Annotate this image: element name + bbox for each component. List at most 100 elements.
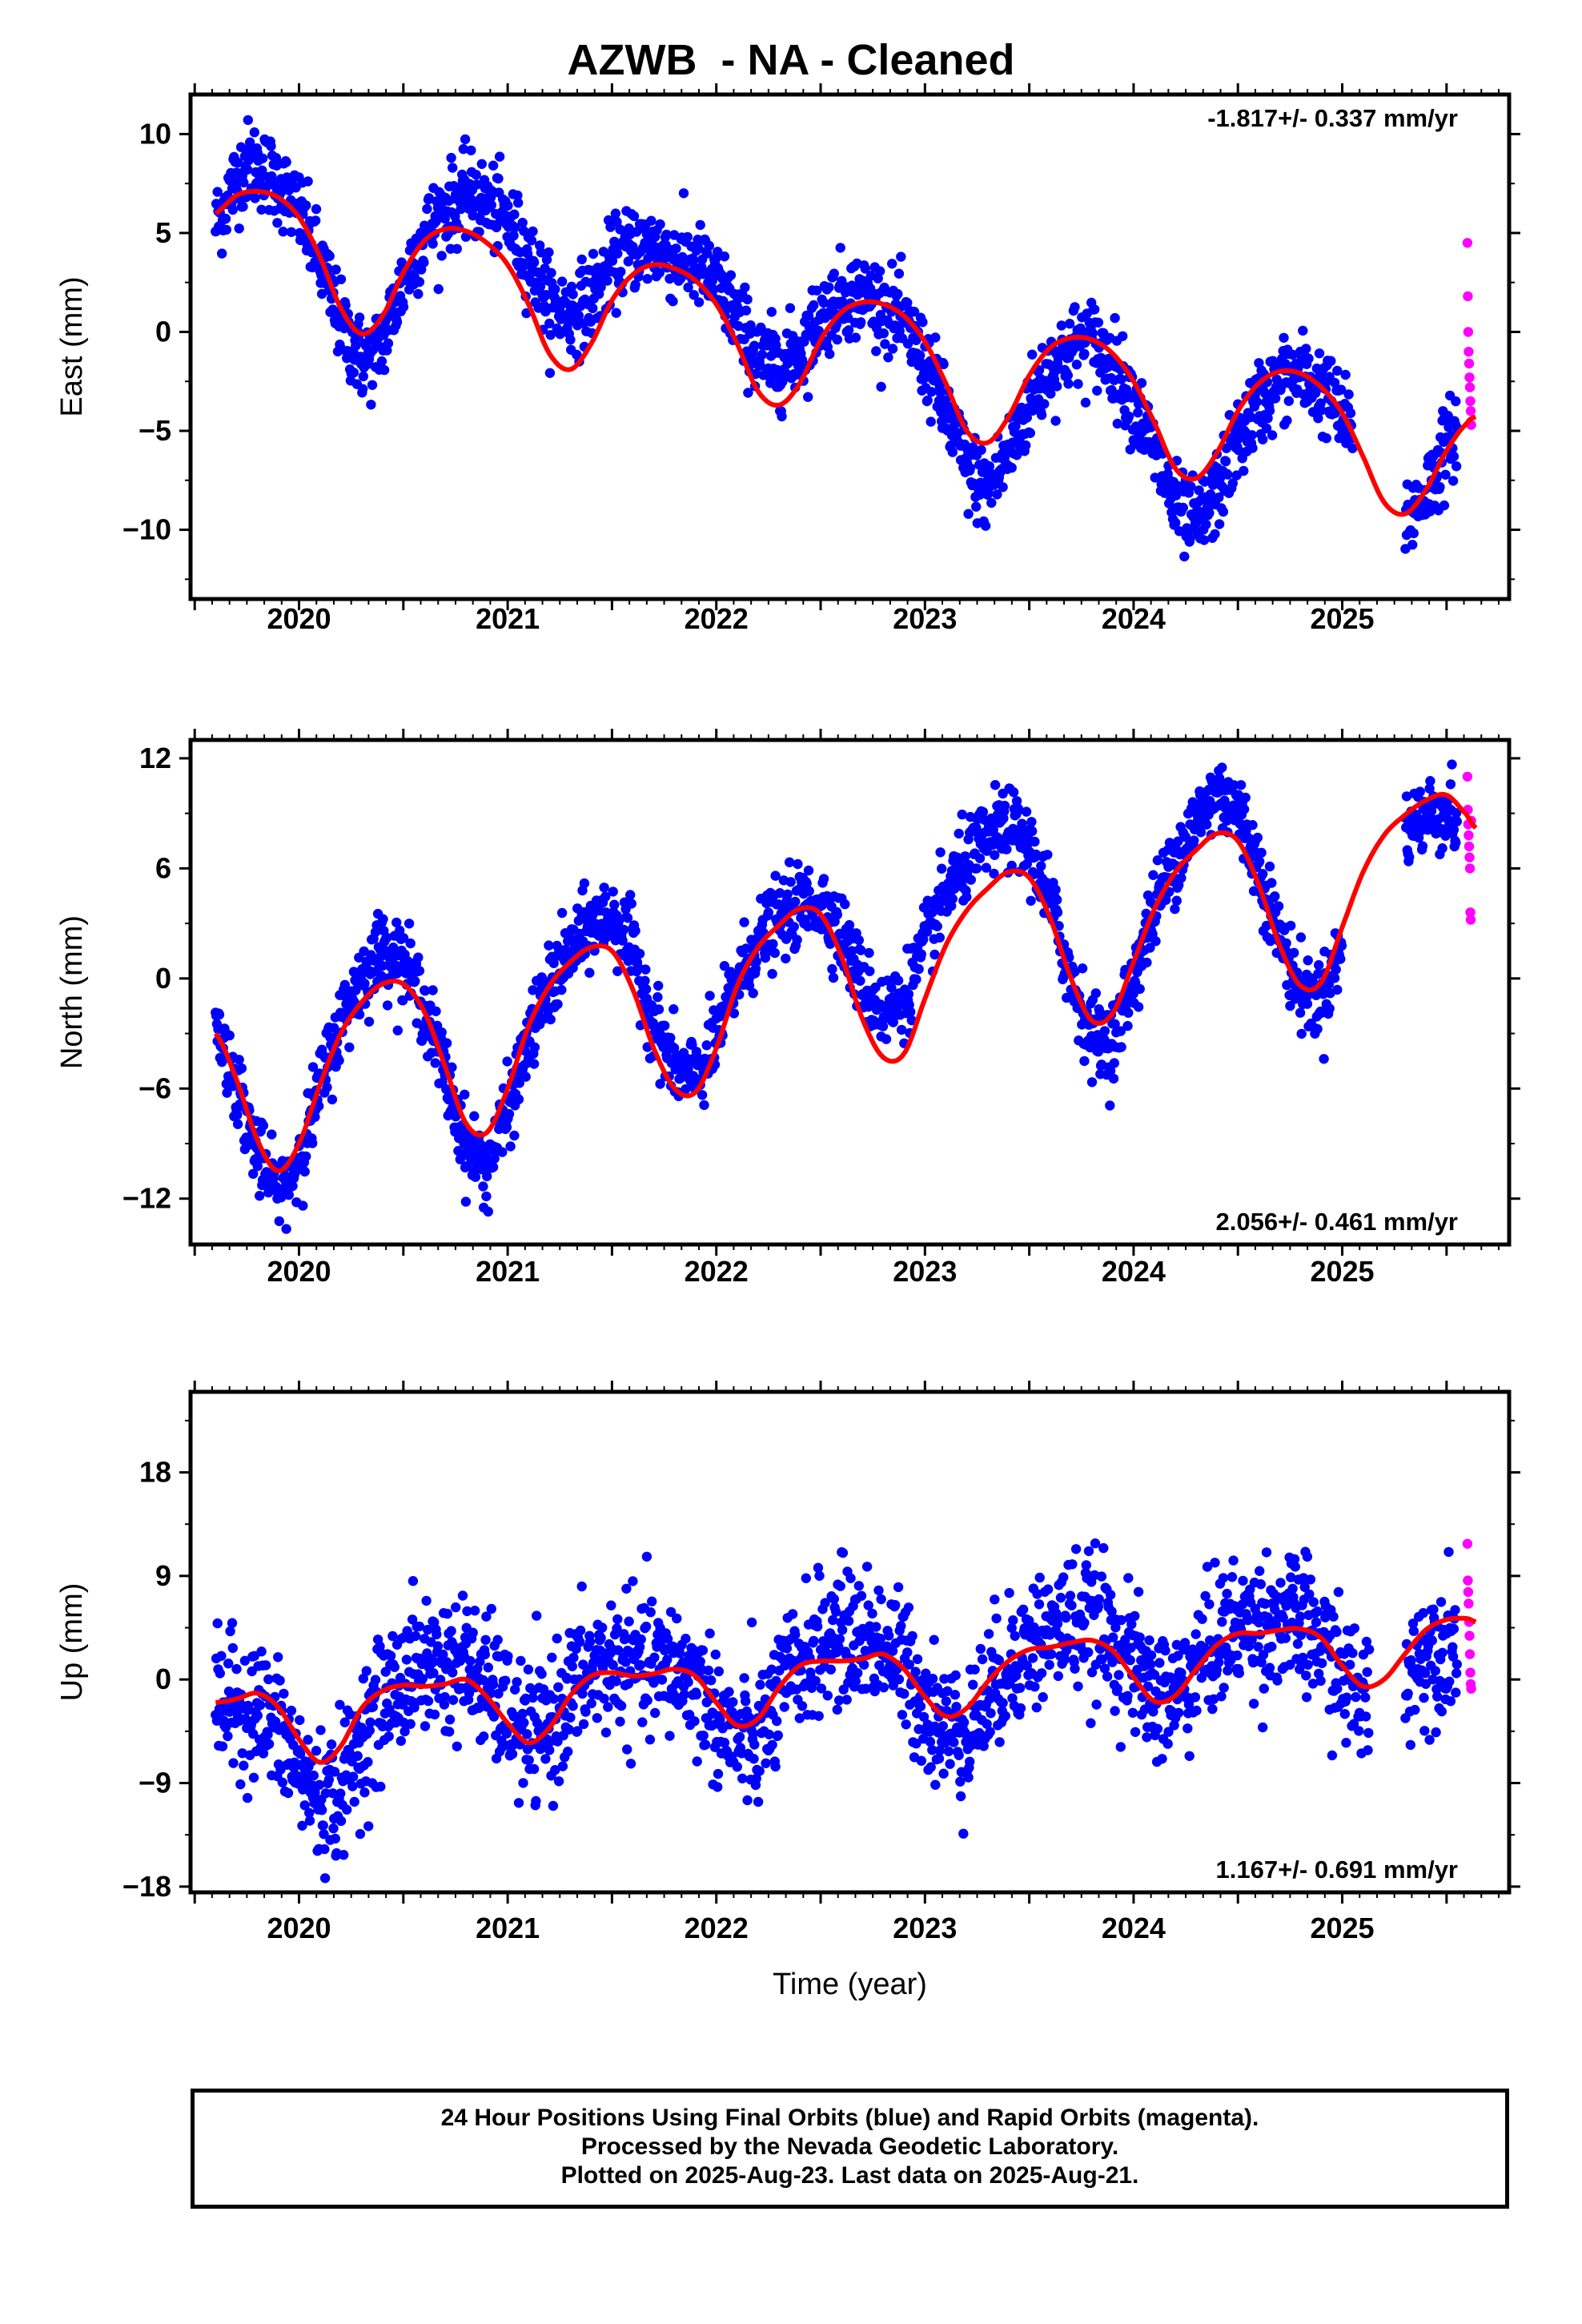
final-point [992, 489, 1002, 500]
final-point [1145, 943, 1155, 953]
final-point [915, 350, 926, 360]
final-point [486, 1603, 496, 1614]
final-point [1134, 983, 1145, 995]
final-point [904, 1659, 914, 1670]
final-point [249, 1651, 259, 1661]
final-point [856, 1590, 867, 1601]
final-point [363, 1821, 374, 1831]
final-point [611, 1676, 621, 1687]
final-point [216, 1651, 227, 1661]
final-point [661, 229, 672, 240]
final-point [655, 219, 665, 230]
final-point [777, 411, 787, 422]
final-point [339, 979, 350, 990]
final-point [568, 289, 578, 300]
final-point [1017, 818, 1027, 829]
final-point [488, 1162, 499, 1172]
final-point [737, 1773, 748, 1783]
final-point [1214, 493, 1224, 503]
final-point [1070, 302, 1080, 312]
final-point [448, 1695, 459, 1705]
final-point [620, 1657, 631, 1667]
final-orbit-points [211, 759, 1463, 1234]
final-point [225, 1626, 235, 1637]
final-point [930, 1779, 941, 1790]
final-point [228, 1758, 239, 1768]
final-point [837, 1547, 849, 1558]
final-point [640, 975, 650, 986]
final-point [1329, 377, 1340, 388]
final-point [769, 947, 780, 959]
final-point [260, 1660, 271, 1671]
final-point [845, 1573, 856, 1583]
final-point [319, 1829, 329, 1839]
final-point [1451, 396, 1461, 407]
final-point [528, 1692, 538, 1703]
final-point [880, 339, 890, 349]
final-point [475, 1656, 485, 1667]
final-point [742, 1795, 753, 1806]
final-point [951, 1702, 962, 1712]
plot-area [211, 1538, 1477, 1884]
final-point [616, 267, 626, 277]
final-point [266, 141, 276, 151]
final-point [256, 1647, 267, 1657]
final-point [853, 1667, 863, 1679]
rapid-point [1464, 372, 1475, 383]
final-point [1087, 328, 1098, 339]
final-point [1321, 433, 1332, 444]
final-point [378, 914, 388, 924]
x-tick-label: 2022 [685, 1255, 749, 1288]
final-point [612, 1645, 624, 1655]
final-point [510, 222, 520, 233]
final-point [535, 281, 546, 292]
final-point [896, 1024, 907, 1035]
final-point [423, 1624, 433, 1635]
final-point [1264, 405, 1275, 416]
x-axis: 2020 2021 2022 2023 2024 2025 [193, 83, 1500, 635]
final-point [330, 1833, 340, 1844]
final-point [1152, 855, 1163, 866]
final-point [628, 211, 640, 222]
final-point [710, 1649, 721, 1660]
final-point [235, 1779, 246, 1790]
final-point [876, 381, 886, 392]
final-point [610, 208, 621, 219]
final-point [1281, 938, 1291, 948]
final-point [524, 1755, 534, 1766]
final-point [1105, 1065, 1116, 1076]
final-point [493, 173, 504, 184]
final-point [223, 1659, 234, 1669]
final-point [1332, 365, 1343, 376]
final-point [1408, 528, 1419, 539]
final-point [414, 1621, 425, 1632]
final-point [693, 297, 705, 308]
final-point [1011, 796, 1022, 806]
final-point [540, 1754, 551, 1764]
final-point [456, 1151, 467, 1161]
final-point [410, 975, 420, 987]
final-point [402, 1626, 412, 1636]
final-point [448, 163, 458, 173]
final-point [458, 143, 468, 155]
final-point [488, 1711, 500, 1722]
rapid-point [1465, 396, 1476, 407]
final-point [709, 284, 719, 295]
x-tick-label: 2024 [1102, 1255, 1166, 1288]
final-point [770, 1761, 781, 1772]
final-point [383, 338, 394, 348]
final-point [963, 509, 974, 519]
final-point [544, 247, 554, 258]
final-point [1267, 878, 1277, 888]
final-point [833, 1695, 845, 1706]
final-point [950, 1670, 961, 1681]
final-point [348, 368, 359, 378]
final-point [541, 290, 552, 300]
final-point [1006, 462, 1017, 473]
final-point [1123, 1007, 1134, 1018]
final-point [352, 1751, 363, 1761]
final-point [827, 963, 837, 975]
final-point [1451, 838, 1461, 848]
final-point [1185, 533, 1195, 544]
